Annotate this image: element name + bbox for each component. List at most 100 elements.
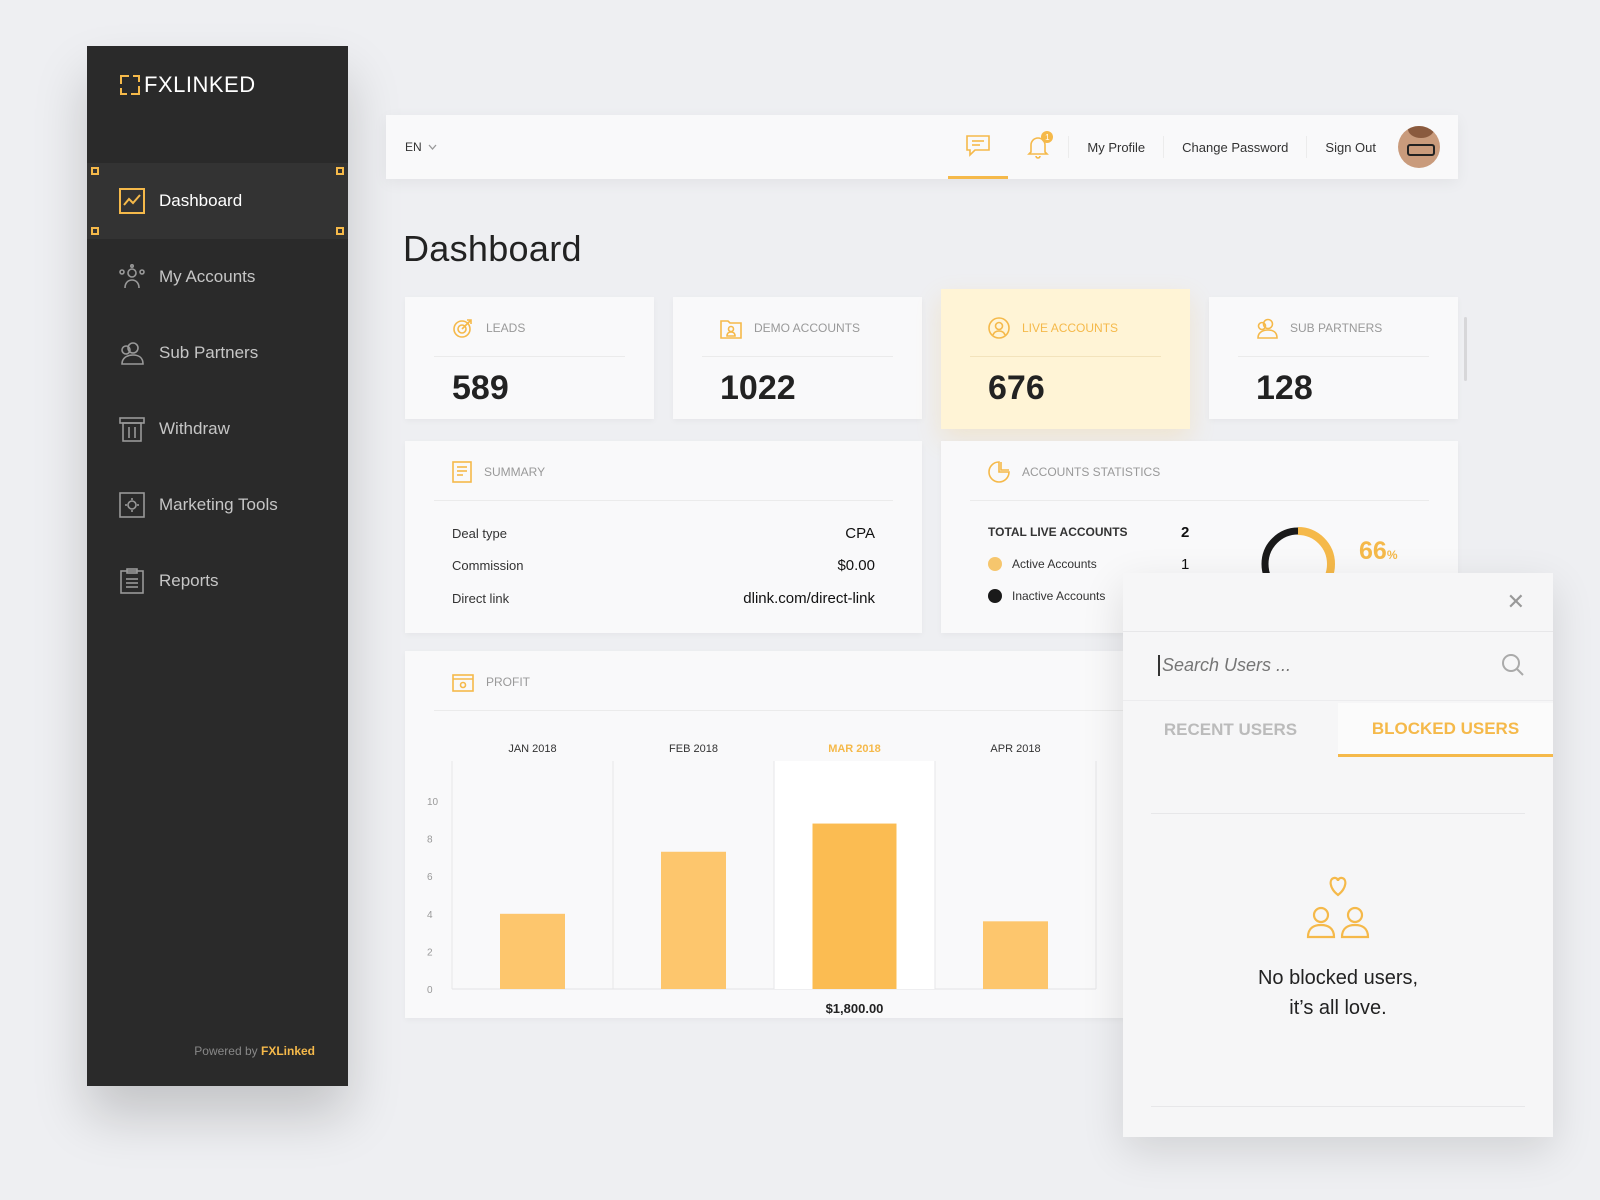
active-label: Active Accounts [1012,557,1097,571]
powered-by: Powered by FXLinked [194,1044,315,1058]
y-tick-label: 10 [427,797,439,808]
my-profile-link[interactable]: My Profile [1068,136,1163,158]
total-label: TOTAL LIVE ACCOUNTS [988,525,1128,539]
total-live-accounts-row: TOTAL LIVE ACCOUNTS 2 [988,523,1208,541]
stat-card-leads[interactable]: LEADS 589 [405,297,654,419]
page-title: Dashboard [403,228,582,269]
tab-recent-users[interactable]: RECENT USERS [1163,720,1298,739]
clipboard-icon [119,568,145,594]
sidebar-item-dashboard[interactable]: Dashboard [87,163,348,239]
wallet-icon [452,674,474,692]
notifications-button[interactable]: 1 [1008,115,1068,179]
empty-line-1: No blocked users, [1257,967,1419,989]
direct-link[interactable]: dlink.com/direct-link [743,590,875,607]
language-select[interactable]: EN [405,140,437,154]
summary-key: Commission [452,558,524,573]
inactive-accounts-row: Inactive Accounts [988,589,1208,603]
sidebar-nav: Dashboard My Accounts Sub Partners Withd… [87,163,348,619]
top-bar: EN 1 My Profile Change Password Sign Out [386,115,1458,179]
withdraw-icon [119,416,145,442]
bar [983,921,1048,989]
document-icon [452,461,472,483]
users-group-icon [119,264,145,290]
search-input[interactable] [1158,654,1501,676]
sign-out-link[interactable]: Sign Out [1306,136,1394,158]
data-label: $1,800.00 [826,1001,884,1016]
summary-value: $0.00 [837,557,875,574]
stat-label: LIVE ACCOUNTS [1022,321,1119,335]
stat-value: 128 [1256,369,1313,407]
close-icon[interactable]: ✕ [1506,589,1525,614]
chevron-down-icon [428,144,437,150]
user-tabs: RECENT USERS BLOCKED USERS [1123,703,1553,757]
tab-blocked-users[interactable]: BLOCKED USERS [1338,703,1553,757]
active-value: 1 [1181,555,1190,573]
inactive-label: Inactive Accounts [1012,589,1106,603]
language-value: EN [405,140,422,154]
bar [661,851,726,989]
sidebar-item-reports[interactable]: Reports [87,543,348,619]
summary-row: Deal type CPA [452,525,875,542]
change-password-link[interactable]: Change Password [1163,136,1306,158]
stat-label: LEADS [486,321,526,335]
accounts-statistics-title: ACCOUNTS STATISTICS [1022,465,1161,479]
sidebar-item-label: Marketing Tools [159,495,278,514]
percent-label: 66% [1359,537,1397,566]
summary-row: Commission $0.00 [452,557,875,574]
sidebar-item-my-accounts[interactable]: My Accounts [87,239,348,315]
sidebar-item-label: Reports [159,571,219,590]
y-tick-label: 8 [427,835,433,846]
active-dot-icon [988,557,1002,571]
percent-unit: % [1386,548,1398,562]
empty-message: No blocked users, it’s all love. [1218,963,1458,1023]
x-tick-label: JAN 2018 [508,743,556,755]
y-tick-label: 4 [427,910,433,921]
summary-title: SUMMARY [484,465,546,479]
powered-brand[interactable]: FXLinked [260,1044,315,1058]
search-icon[interactable] [1501,653,1525,677]
brand-name: FXLINKED [144,72,256,97]
summary-row: Direct link dlink.com/direct-link [452,590,875,607]
sidebar-item-marketing-tools[interactable]: Marketing Tools [87,467,348,543]
stat-label: DEMO ACCOUNTS [754,321,861,335]
gear-box-icon [119,492,145,518]
users-panel: ✕ RECENT USERS BLOCKED USERS No blocked … [1123,573,1553,1137]
summary-key: Deal type [452,526,507,541]
sidebar-item-label: Dashboard [159,191,243,210]
partners-icon [1257,318,1278,339]
y-tick-label: 2 [427,947,433,958]
sidebar-item-label: Withdraw [159,419,230,438]
users-love-icon [1306,876,1370,939]
profit-chart: 0 2 4 6 8 10 JAN 2018 FEB 2018 MAR 2018 $1,800.00… [427,743,1097,1016]
message-icon [966,134,991,157]
stat-card-sub-partners[interactable]: SUB PARTNERS 128 [1209,297,1458,419]
x-tick-label: MAR 2018 [828,743,881,755]
messages-button[interactable] [948,115,1009,179]
summary-key: Direct link [452,591,510,606]
percent-value: 66 [1359,537,1387,565]
y-tick-label: 6 [427,872,433,883]
stat-value: 1022 [720,369,796,407]
empty-line-2: it’s all love. [1289,997,1387,1019]
scrollbar[interactable] [1464,317,1467,381]
stat-card-demo-accounts[interactable]: DEMO ACCOUNTS 1022 [673,297,922,419]
total-value: 2 [1181,523,1190,541]
avatar[interactable] [1398,126,1440,168]
sidebar: FXLINKED Dashboard My Accounts Sub Partn… [87,46,348,1086]
x-tick-label: APR 2018 [990,743,1040,755]
notification-badge: 1 [1041,131,1054,143]
brand-logo[interactable]: FXLINKED [120,72,256,98]
sidebar-item-sub-partners[interactable]: Sub Partners [87,315,348,391]
inactive-dot-icon [988,589,1002,603]
empty-state: No blocked users, it’s all love. [1123,873,1553,1023]
search-bar [1158,645,1525,685]
logo-icon [120,75,140,95]
active-accounts-row: Active Accounts 1 [988,555,1208,573]
folder-user-icon [720,320,742,339]
powered-prefix: Powered by [194,1044,261,1058]
profit-title: PROFIT [486,675,530,689]
stat-card-live-accounts[interactable]: LIVE ACCOUNTS 676 [941,289,1190,429]
sidebar-item-label: Sub Partners [159,343,259,362]
target-icon [453,319,472,338]
sidebar-item-withdraw[interactable]: Withdraw [87,391,348,467]
